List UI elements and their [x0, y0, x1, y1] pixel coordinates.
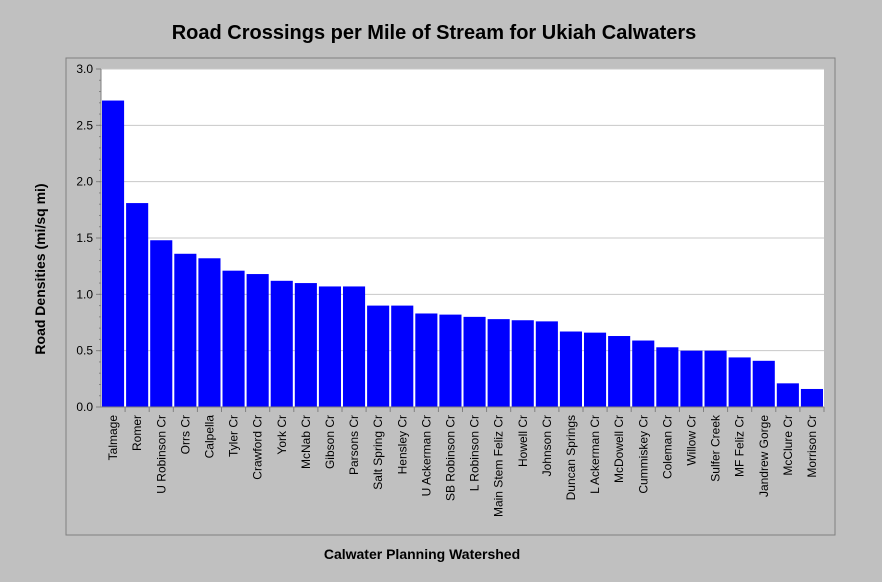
bar: [126, 203, 149, 407]
chart-title: Road Crossings per Mile of Stream for Uk…: [172, 22, 697, 44]
bar: [680, 350, 703, 407]
x-tick-label: Crawford Cr: [251, 415, 265, 480]
y-tick-label: 2.5: [76, 118, 93, 132]
y-tick-label: 3.0: [76, 62, 93, 76]
grid-lines: [101, 68, 824, 352]
bar: [800, 388, 823, 407]
bar: [391, 305, 414, 407]
y-tick-label: 1.5: [76, 231, 93, 245]
bar: [535, 321, 558, 407]
bar: [294, 283, 317, 407]
bar: [752, 360, 775, 407]
x-tick-label: Jandrew Gorge: [757, 415, 771, 497]
x-tick-label: Duncan Springs: [564, 415, 578, 500]
bar: [728, 357, 751, 407]
bar: [511, 320, 534, 407]
x-tick-label: Gibson Cr: [323, 415, 337, 469]
x-tick-label: Cummiskey Cr: [636, 415, 650, 494]
y-tick-label: 2.0: [76, 175, 93, 189]
bar: [487, 319, 510, 407]
bar: [270, 280, 293, 407]
x-tick-label: Morrison Cr: [805, 415, 819, 478]
x-tick-label: Romer: [130, 415, 144, 451]
x-tick-label: Sulfer Creek: [709, 414, 723, 482]
x-tick-label: Tyler Cr: [227, 415, 241, 457]
bar: [559, 331, 582, 407]
y-axis-title: Road Densities (mi/sq mi): [32, 183, 48, 354]
bar: [608, 336, 631, 407]
bar: [318, 286, 341, 407]
bar: [150, 240, 173, 407]
x-tick-label: Willow Cr: [684, 415, 698, 466]
x-tick-label: L Robinson Cr: [468, 415, 482, 491]
x-axis-title: Calwater Planning Watershed: [324, 546, 520, 562]
x-tick-label: McNab Cr: [299, 415, 313, 469]
bar: [343, 286, 366, 407]
x-tick-label: Salt Spring Cr: [371, 415, 385, 490]
x-tick-label: Howell Cr: [516, 415, 530, 467]
x-tick-label: SB Robinson Cr: [443, 415, 457, 501]
x-tick-label: Hensley Cr: [395, 415, 409, 474]
bar: [776, 383, 799, 407]
bar: [656, 347, 679, 407]
bars: [102, 100, 823, 408]
x-tick-label: Talmage: [106, 415, 120, 461]
x-tick-label: U Robinson Cr: [154, 415, 168, 494]
x-tick-label: Parsons Cr: [347, 415, 361, 475]
bar: [439, 314, 462, 407]
x-tick-label: McClure Cr: [781, 415, 795, 476]
x-tick-label: L Ackerman Cr: [588, 415, 602, 494]
x-tick-label: U Ackerman Cr: [419, 415, 433, 496]
bar: [222, 270, 245, 407]
x-tick-label: Orrs Cr: [178, 415, 192, 454]
bar: [584, 332, 607, 407]
x-tick-label: MF Feliz Cr: [733, 415, 747, 477]
bar: [102, 100, 125, 408]
y-tick-label: 0.0: [76, 400, 93, 414]
y-tick-label: 0.5: [76, 344, 93, 358]
x-tick-label: McDowell Cr: [612, 415, 626, 483]
x-tick-label: Calpella: [202, 415, 216, 459]
x-axis-labels: Talmage Romer U Robinson Cr Orrs Cr Calpella…: [106, 407, 825, 517]
x-tick-label: York Cr: [275, 415, 289, 455]
y-tick-label: 1.0: [76, 287, 93, 301]
bar: [198, 258, 221, 407]
bar: [367, 305, 390, 407]
x-tick-label: Main Stem Feliz Cr: [492, 415, 506, 517]
x-tick-label: Coleman Cr: [660, 415, 674, 479]
x-tick-label: Johnson Cr: [540, 415, 554, 476]
bar: [415, 313, 438, 407]
bar: [246, 274, 269, 407]
bar: [704, 350, 727, 407]
bar: [463, 316, 486, 407]
bar: [174, 253, 197, 407]
bar: [632, 340, 655, 407]
y-axis-ticks: 0.0 0.5 1.0 1.5 2.0 2.5 3.0: [76, 62, 101, 414]
